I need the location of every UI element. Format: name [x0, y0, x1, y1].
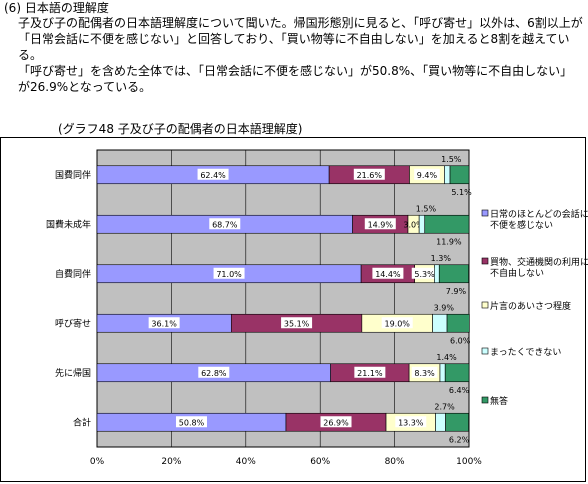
data-label-bg [281, 317, 313, 329]
data-label: 7.9% [446, 287, 467, 296]
bar-segment [418, 214, 426, 234]
data-label: 14.9% [368, 220, 394, 229]
x-tick-label: 20% [161, 457, 181, 467]
legend-swatch [481, 257, 489, 265]
data-label: 1.4% [436, 353, 457, 362]
data-label: 1.5% [441, 155, 462, 164]
data-label-bg [354, 366, 386, 378]
description-paragraph-2: 「呼び寄せ」を含めた全体では、「日常会話に不便を感じない」が50.8%、「買い物… [18, 64, 573, 94]
legend-label: まったくできない [490, 347, 561, 358]
bar-segment [439, 363, 446, 383]
data-label: 1.3% [431, 254, 452, 263]
legend-swatch [481, 209, 489, 217]
data-label: 3.0% [403, 220, 424, 229]
data-label-bg [372, 267, 404, 279]
legend-swatch [481, 347, 489, 355]
x-tick-label: 80% [385, 457, 405, 467]
data-label-bg [353, 168, 385, 180]
data-label: 35.1% [284, 319, 310, 328]
data-label: 71.0% [216, 270, 242, 279]
category-label: 国費同伴 [55, 169, 91, 181]
data-label-bg [411, 366, 438, 378]
bar-segment [434, 264, 440, 284]
data-label: 14.4% [375, 270, 401, 279]
bar-segment [446, 313, 470, 333]
description-text: 子及び子の配偶者の日本語理解度について聞いた。帰国形態別に見ると、「呼び寄せ」以… [18, 15, 584, 95]
data-label-bg [213, 267, 245, 279]
data-label: 62.4% [200, 171, 226, 180]
data-label-bg [395, 416, 427, 428]
data-label: 6.0% [450, 336, 471, 345]
legend-label: 不自由しない [490, 267, 544, 279]
chart-frame [0, 137, 586, 482]
data-label-bg [381, 317, 413, 329]
data-label: 26.9% [323, 418, 349, 427]
category-label: 国費未成年 [46, 218, 91, 230]
x-tick-label: 40% [236, 457, 256, 467]
section-heading: (6) 日本語の理解度 [4, 1, 109, 15]
legend-label: 不便を感じない [490, 219, 553, 231]
data-label: 9.4% [417, 171, 438, 180]
data-label: 68.7% [212, 220, 238, 229]
bar-segment [432, 313, 448, 333]
bar-segment [424, 214, 470, 234]
data-label: 3.9% [434, 303, 455, 312]
data-label-bg [198, 366, 230, 378]
data-label-bg [209, 218, 241, 230]
data-label: 36.1% [151, 319, 177, 328]
x-tick-label: 60% [310, 457, 330, 467]
legend-label: 無答 [490, 395, 508, 407]
category-label: 合計 [73, 416, 91, 428]
data-label-bg [414, 168, 440, 180]
data-label: 21.1% [357, 369, 383, 378]
plot-area [96, 149, 470, 448]
data-label: 5.3% [414, 270, 435, 279]
data-label-bg [148, 317, 180, 329]
bar-segment [438, 264, 469, 284]
category-label: 先に帰国 [55, 367, 91, 379]
data-label-bg [364, 218, 396, 230]
data-label: 50.8% [179, 418, 205, 427]
legend-swatch [481, 396, 489, 404]
data-label-bg [320, 416, 352, 428]
bar-segment [449, 165, 470, 185]
legend-swatch [481, 301, 489, 309]
description-paragraph-1: 子及び子の配偶者の日本語理解度について聞いた。帰国形態別に見ると、「呼び寄せ」以… [18, 16, 583, 62]
legend-label: 買物、交通機関の利用に [490, 256, 588, 268]
category-label: 自費同伴 [55, 268, 91, 280]
data-label: 6.4% [449, 386, 470, 395]
data-label-bg [175, 416, 207, 428]
bar-segment [435, 412, 446, 432]
legend-label: 片言のあいさつ程度 [490, 300, 571, 312]
category-label: 呼び寄せ [55, 317, 91, 329]
data-label-bg [197, 168, 229, 180]
legend-label: 日常のほとんどの会話に [490, 208, 588, 220]
bar-segment [444, 363, 470, 383]
x-tick-label: 0% [90, 457, 105, 467]
data-label: 5.1% [451, 188, 472, 197]
data-label: 6.2% [449, 435, 470, 444]
data-label: 8.3% [414, 369, 435, 378]
data-label-bg [411, 267, 438, 279]
data-label: 11.9% [436, 237, 462, 246]
graph-title: (グラフ48 子及び子の配偶者の日本語理解度) [58, 122, 303, 136]
data-label: 62.8% [201, 369, 227, 378]
x-tick-label: 100% [456, 457, 482, 467]
data-label: 19.0% [384, 319, 410, 328]
bar-segment [444, 165, 451, 185]
data-label: 21.6% [357, 171, 383, 180]
data-label: 13.3% [398, 418, 424, 427]
data-label: 2.7% [434, 402, 455, 411]
data-label: 1.5% [416, 204, 437, 213]
bar-segment [445, 412, 469, 432]
